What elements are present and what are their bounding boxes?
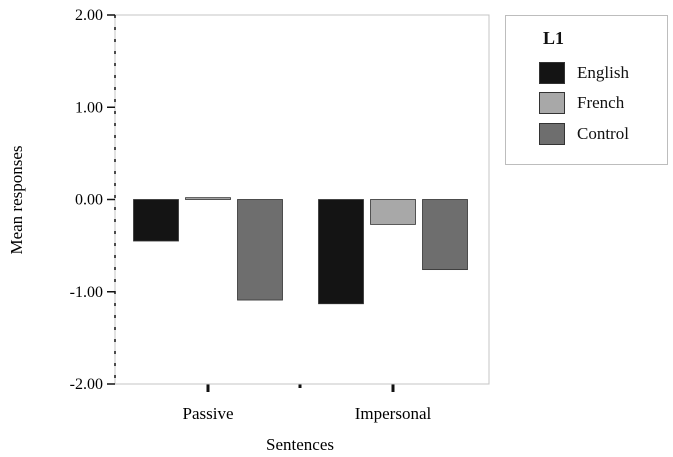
legend-item-english: English xyxy=(539,60,629,86)
legend-label-french: French xyxy=(577,93,625,112)
y-axis-title: Mean responses xyxy=(7,145,26,254)
x-category-label: Passive xyxy=(183,404,234,423)
x-category-label: Impersonal xyxy=(355,404,432,423)
bar-english-passive xyxy=(133,199,179,242)
bar-control-impersonal xyxy=(422,199,468,271)
bar-french-impersonal xyxy=(370,199,416,225)
bar-control-passive xyxy=(237,199,283,301)
bar-english-impersonal xyxy=(318,199,364,305)
y-tick-label: 0.00 xyxy=(75,192,103,209)
bar-french-passive xyxy=(185,197,231,200)
legend-swatch-control xyxy=(539,123,565,145)
legend-label-english: English xyxy=(577,63,629,82)
legend-item-control: Control xyxy=(539,121,629,147)
y-tick-label: -1.00 xyxy=(70,284,103,301)
legend-title: L1 xyxy=(543,28,565,48)
legend-item-french: French xyxy=(539,90,624,116)
legend-label-control: Control xyxy=(577,124,629,143)
legend: L1 English French Control xyxy=(505,15,668,165)
y-tick-label: -2.00 xyxy=(70,376,103,393)
legend-swatch-french xyxy=(539,92,565,114)
y-tick-label: 1.00 xyxy=(75,99,103,116)
y-tick-label: 2.00 xyxy=(75,7,103,24)
legend-swatch-english xyxy=(539,62,565,84)
x-axis-title: Sentences xyxy=(266,435,334,454)
